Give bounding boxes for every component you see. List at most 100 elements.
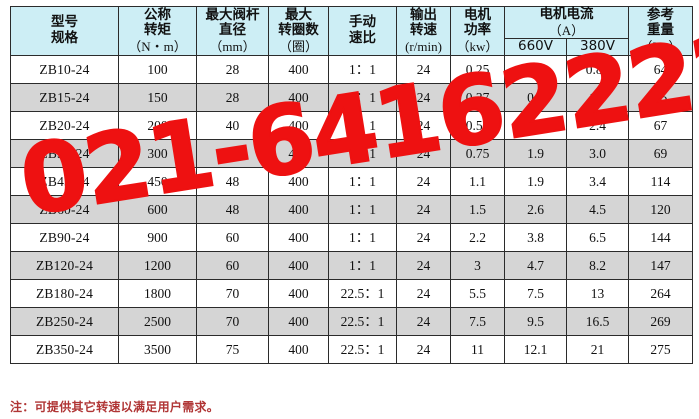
cell-cur660: 0.9 bbox=[504, 83, 567, 113]
cell-model: ZB180-24 bbox=[10, 279, 119, 309]
cell-model: ZB30-24 bbox=[10, 139, 119, 169]
cell-stem_dia: 60 bbox=[196, 223, 269, 253]
cell-stem_dia: 75 bbox=[196, 335, 269, 365]
cell-max_turns: 400 bbox=[268, 111, 329, 141]
cell-torque: 200 bbox=[118, 111, 197, 141]
cell-model: ZB250-24 bbox=[10, 307, 119, 337]
cell-motor_power: 0.55 bbox=[450, 111, 505, 141]
cell-motor_power: 0.75 bbox=[450, 139, 505, 169]
header-max-turns: 最大 转圈数 （圈） bbox=[268, 5, 329, 57]
cell-cur660: 1.9 bbox=[504, 139, 567, 169]
cell-weight: 114 bbox=[628, 167, 693, 197]
cell-torque: 3500 bbox=[118, 335, 197, 365]
cell-motor_power: 2.2 bbox=[450, 223, 505, 253]
cell-stem_dia: 40 bbox=[196, 139, 269, 169]
header-reference-weight: 参考 重量 （Kg） bbox=[628, 5, 693, 57]
cell-manual_ratio: 22.5：1 bbox=[328, 307, 397, 337]
table-row: ZB90-24 900 60 400 1：1 24 2.2 3.8 6.5 144 bbox=[10, 223, 693, 253]
table-row: ZB30-24 300 40 400 1：1 24 0.75 1.9 3.0 69 bbox=[10, 139, 693, 169]
cell-output_speed: 24 bbox=[396, 111, 451, 141]
table-row: ZB60-24 600 48 400 1：1 24 1.5 2.6 4.5 120 bbox=[10, 195, 693, 225]
cell-torque: 300 bbox=[118, 139, 197, 169]
cell-model: ZB20-24 bbox=[10, 111, 119, 141]
cell-motor_power: 0.25 bbox=[450, 55, 505, 85]
cell-manual_ratio: 22.5：1 bbox=[328, 279, 397, 309]
cell-cur380: 16.5 bbox=[566, 307, 629, 337]
cell-cur660: 9.5 bbox=[504, 307, 567, 337]
table-row: ZB180-24 1800 70 400 22.5：1 24 5.5 7.5 13 264 bbox=[10, 279, 693, 309]
cell-motor_power: 0.37 bbox=[450, 83, 505, 113]
header-motor-current: 电机电流 （A） bbox=[504, 5, 629, 40]
cell-weight: 147 bbox=[628, 251, 693, 281]
cell-max_turns: 400 bbox=[268, 223, 329, 253]
cell-weight: 144 bbox=[628, 223, 693, 253]
cell-torque: 1200 bbox=[118, 251, 197, 281]
cell-manual_ratio: 1：1 bbox=[328, 55, 397, 85]
cell-stem_dia: 28 bbox=[196, 55, 269, 85]
header-nominal-torque: 公称 转矩 （N・m） bbox=[118, 5, 197, 57]
table-row: ZB45-24 450 48 400 1：1 24 1.1 1.9 3.4 114 bbox=[10, 167, 693, 197]
header-row-main: 型号 规格 公称 转矩 （N・m） 最大阀杆 直径 （mm） 最大 转圈数 （圈… bbox=[10, 5, 693, 57]
cell-max_turns: 400 bbox=[268, 307, 329, 337]
cell-model: ZB60-24 bbox=[10, 195, 119, 225]
cell-max_turns: 400 bbox=[268, 195, 329, 225]
cell-stem_dia: 48 bbox=[196, 167, 269, 197]
cell-cur660: 4.7 bbox=[504, 251, 567, 281]
table-header: 型号 规格 公称 转矩 （N・m） 最大阀杆 直径 （mm） 最大 转圈数 （圈… bbox=[10, 5, 693, 57]
cell-weight: 67 bbox=[628, 111, 693, 141]
header-max-stem-diameter: 最大阀杆 直径 （mm） bbox=[196, 5, 269, 57]
footnote: 注：可提供其它转速以满足用户需求。 bbox=[10, 400, 220, 414]
cell-motor_power: 11 bbox=[450, 335, 505, 365]
cell-manual_ratio: 22.5：1 bbox=[328, 335, 397, 365]
cell-cur380: 2.4 bbox=[566, 111, 629, 141]
cell-output_speed: 24 bbox=[396, 307, 451, 337]
cell-torque: 1800 bbox=[118, 279, 197, 309]
cell-weight: 65 bbox=[628, 83, 693, 113]
cell-torque: 150 bbox=[118, 83, 197, 113]
cell-output_speed: 24 bbox=[396, 139, 451, 169]
header-model: 型号 规格 bbox=[10, 5, 119, 57]
cell-manual_ratio: 1：1 bbox=[328, 195, 397, 225]
cell-motor_power: 7.5 bbox=[450, 307, 505, 337]
cell-output_speed: 24 bbox=[396, 55, 451, 85]
cell-motor_power: 3 bbox=[450, 251, 505, 281]
cell-cur660: 1.9 bbox=[504, 167, 567, 197]
cell-output_speed: 24 bbox=[396, 223, 451, 253]
table-row: ZB250-24 2500 70 400 22.5：1 24 7.5 9.5 16.5 269 bbox=[10, 307, 693, 337]
cell-cur660: 0.6 bbox=[504, 55, 567, 85]
cell-output_speed: 24 bbox=[396, 167, 451, 197]
cell-cur380: 4.5 bbox=[566, 195, 629, 225]
cell-cur380: 13 bbox=[566, 279, 629, 309]
cell-manual_ratio: 1：1 bbox=[328, 83, 397, 113]
cell-weight: 275 bbox=[628, 335, 693, 365]
cell-model: ZB350-24 bbox=[10, 335, 119, 365]
table-row: ZB15-24 150 28 400 1：1 24 0.37 0.9 1.6 65 bbox=[10, 83, 693, 113]
cell-stem_dia: 48 bbox=[196, 195, 269, 225]
table-row: ZB10-24 100 28 400 1：1 24 0.25 0.6 0.83 64 bbox=[10, 55, 693, 85]
cell-manual_ratio: 1：1 bbox=[328, 223, 397, 253]
cell-cur660: 2.6 bbox=[504, 195, 567, 225]
header-output-speed: 输出 转速 (r/min) bbox=[396, 5, 451, 57]
cell-max_turns: 400 bbox=[268, 55, 329, 85]
cell-weight: 269 bbox=[628, 307, 693, 337]
cell-torque: 100 bbox=[118, 55, 197, 85]
cell-cur380: 0.83 bbox=[566, 55, 629, 85]
table-row: ZB120-24 1200 60 400 1：1 24 3 4.7 8.2 147 bbox=[10, 251, 693, 281]
cell-torque: 450 bbox=[118, 167, 197, 197]
header-current-380v: 380V bbox=[566, 38, 629, 57]
cell-cur660: 12.1 bbox=[504, 335, 567, 365]
cell-torque: 600 bbox=[118, 195, 197, 225]
cell-weight: 264 bbox=[628, 279, 693, 309]
cell-cur380: 21 bbox=[566, 335, 629, 365]
cell-motor_power: 1.5 bbox=[450, 195, 505, 225]
cell-manual_ratio: 1：1 bbox=[328, 139, 397, 169]
cell-model: ZB45-24 bbox=[10, 167, 119, 197]
cell-manual_ratio: 1：1 bbox=[328, 251, 397, 281]
header-motor-power: 电机 功率 （kw） bbox=[450, 5, 505, 57]
cell-max_turns: 400 bbox=[268, 335, 329, 365]
specification-table: 型号 规格 公称 转矩 （N・m） 最大阀杆 直径 （mm） 最大 转圈数 （圈… bbox=[10, 5, 693, 365]
cell-output_speed: 24 bbox=[396, 251, 451, 281]
cell-max_turns: 400 bbox=[268, 139, 329, 169]
table-body: ZB10-24 100 28 400 1：1 24 0.25 0.6 0.83 64 ZB15-24… bbox=[10, 55, 693, 365]
cell-model: ZB90-24 bbox=[10, 223, 119, 253]
